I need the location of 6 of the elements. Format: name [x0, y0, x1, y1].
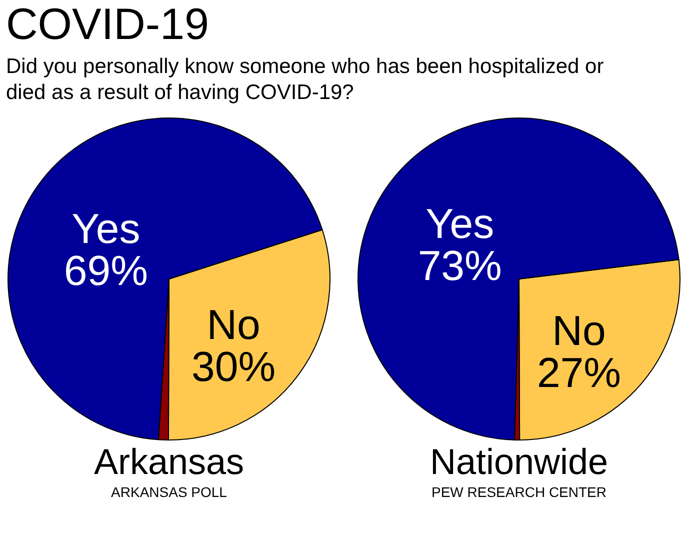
text: Arkansas — [94, 441, 244, 482]
text: Nationwide — [430, 441, 608, 482]
text: PEW RESEARCH CENTER — [431, 484, 607, 500]
chart-subtitle: Did you personally know someone who has been hospitalized or died as a result of having COVID-19? — [6, 54, 605, 106]
chart-title: COVID-19 — [6, 0, 210, 49]
text: ARKANSAS POLL — [111, 484, 228, 500]
